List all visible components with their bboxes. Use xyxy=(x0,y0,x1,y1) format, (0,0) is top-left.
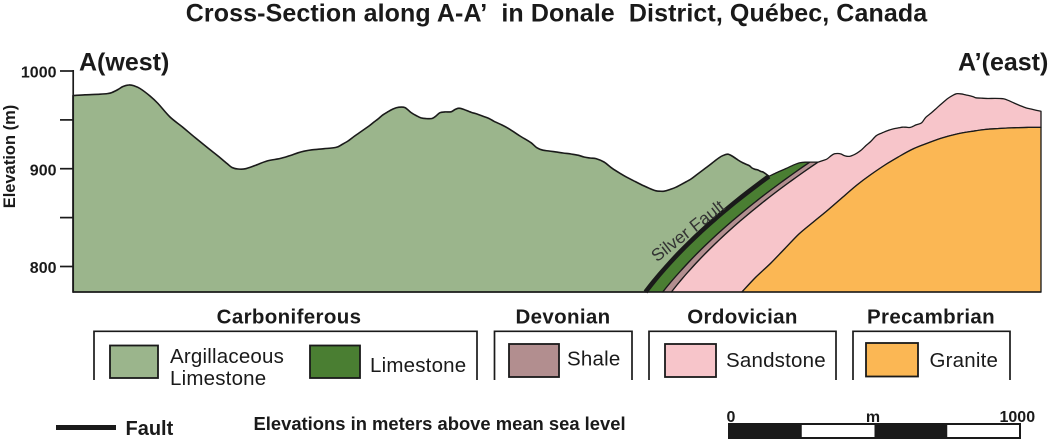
svg-text:0: 0 xyxy=(727,409,736,426)
svg-text:1000: 1000 xyxy=(1000,409,1036,426)
svg-text:Carboniferous: Carboniferous xyxy=(217,306,362,329)
svg-text:A’(east): A’(east) xyxy=(958,49,1048,77)
svg-text:Ordovician: Ordovician xyxy=(687,306,798,329)
svg-text:Elevation (m): Elevation (m) xyxy=(1,105,19,209)
svg-text:Elevations in meters above mea: Elevations in meters above mean sea leve… xyxy=(254,413,626,434)
svg-text:Shale: Shale xyxy=(567,348,620,371)
svg-text:Granite: Granite xyxy=(930,349,999,372)
svg-text:Cross-Section along A-A’ in D: Cross-Section along A-A’ in Donale Distr… xyxy=(186,0,928,27)
svg-text:1000: 1000 xyxy=(21,65,57,82)
svg-text:Limestone: Limestone xyxy=(370,354,466,377)
svg-text:800: 800 xyxy=(30,260,57,277)
svg-text:Sandstone: Sandstone xyxy=(726,349,826,372)
svg-text:A(west): A(west) xyxy=(79,49,169,77)
svg-text:Devonian: Devonian xyxy=(515,306,610,329)
svg-text:900: 900 xyxy=(30,162,57,179)
svg-text:Fault: Fault xyxy=(126,418,174,440)
svg-text:Argillaceous: Argillaceous xyxy=(170,345,284,368)
svg-text:Limestone: Limestone xyxy=(170,367,266,390)
svg-text:m: m xyxy=(866,409,880,426)
svg-text:Precambrian: Precambrian xyxy=(867,306,995,329)
